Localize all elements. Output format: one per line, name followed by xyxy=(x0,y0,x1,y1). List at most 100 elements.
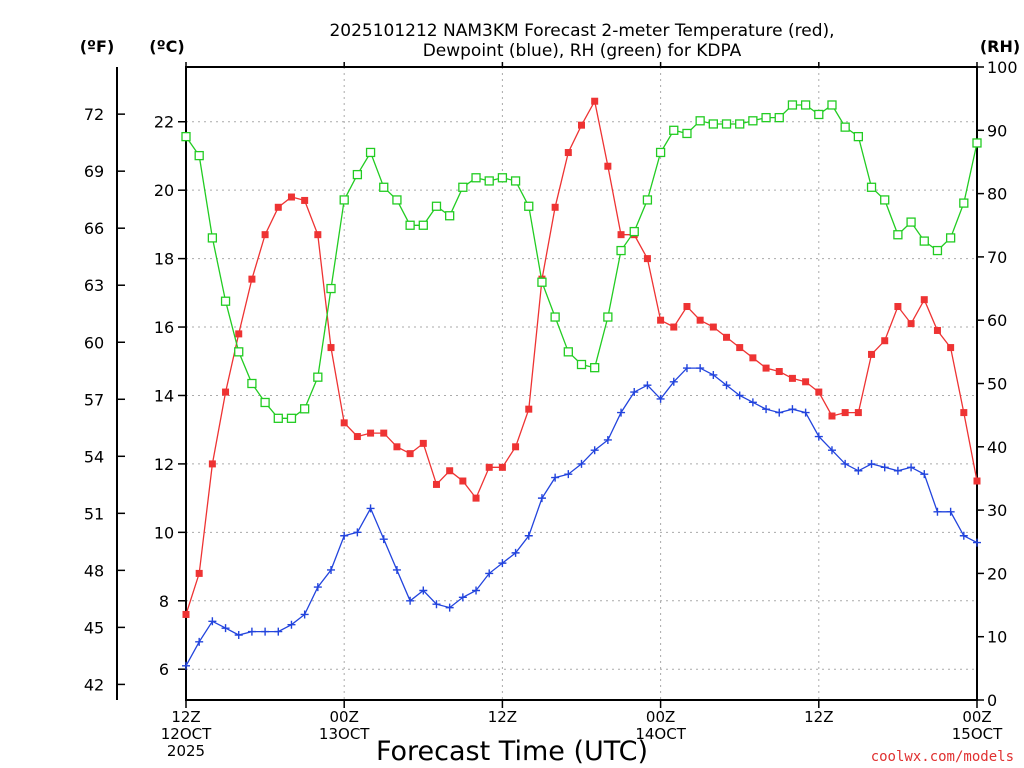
dewpoint-point xyxy=(524,531,533,540)
rh-point xyxy=(787,100,798,110)
dewpoint-point xyxy=(801,408,810,417)
2-meter-temperature-point xyxy=(248,275,256,283)
2-meter-temperature-point xyxy=(723,333,731,341)
2-meter-temperature-point xyxy=(894,303,902,311)
2-meter-temperature-point xyxy=(261,231,269,239)
dewpoint-point xyxy=(814,432,823,441)
dewpoint-point xyxy=(959,531,968,540)
rh-tick-label: 20 xyxy=(987,564,1007,583)
series-layer xyxy=(181,97,982,670)
dewpoint-point xyxy=(247,627,256,636)
rh-point xyxy=(682,128,692,139)
rh-tick-label: 50 xyxy=(987,375,1007,394)
rh-point xyxy=(352,169,363,180)
2-meter-temperature-point xyxy=(235,330,243,338)
dewpoint-point xyxy=(735,391,744,400)
2-meter-temperature-point xyxy=(380,429,388,437)
celsius-unit-label: (ºC) xyxy=(149,37,184,56)
rh-point xyxy=(181,131,191,142)
fahrenheit-tick-label: 63 xyxy=(84,276,104,295)
rh-point xyxy=(748,116,758,126)
chart-title-line-1: 2025101212 NAM3KM Forecast 2-meter Tempe… xyxy=(329,21,834,41)
dewpoint-point xyxy=(392,565,401,574)
dewpoint-point xyxy=(920,470,929,479)
2-meter-temperature-point xyxy=(907,320,915,328)
2-meter-temperature-point xyxy=(815,388,823,396)
rh-tick-label: 30 xyxy=(987,501,1007,520)
2-meter-temperature-point xyxy=(314,231,322,239)
rh-point xyxy=(642,195,653,205)
dewpoint-point xyxy=(748,398,757,407)
fahrenheit-tick-label: 69 xyxy=(84,162,104,181)
x-tick-label: 12OCT xyxy=(161,725,212,743)
rh-tick-label: 0 xyxy=(987,691,997,710)
dewpoint-point xyxy=(287,620,296,629)
dewpoint-point xyxy=(353,528,362,537)
rh-tick-label: 80 xyxy=(987,185,1007,204)
celsius-tick-label: 6 xyxy=(159,660,169,679)
fahrenheit-tick-label: 42 xyxy=(84,675,104,694)
fahrenheit-tick-label: 48 xyxy=(84,561,104,580)
rh-point xyxy=(497,173,508,183)
rh-point xyxy=(827,100,837,110)
dewpoint-point xyxy=(564,470,573,479)
rh-point xyxy=(721,119,732,129)
dewpoint-point xyxy=(379,535,388,544)
dewpoint-point xyxy=(775,408,784,417)
rh-point xyxy=(299,404,310,414)
2-meter-temperature-point xyxy=(828,412,836,420)
credit-label: coolwx.com/models xyxy=(871,749,1014,765)
dewpoint-point xyxy=(445,603,454,612)
rh-tick-label: 40 xyxy=(987,438,1007,457)
dewpoint-point xyxy=(419,586,428,595)
rh-point xyxy=(945,233,956,243)
dewpoint-point xyxy=(841,459,850,468)
2-meter-temperature-point xyxy=(419,439,427,447)
rh-point xyxy=(866,182,877,192)
2-meter-temperature-point xyxy=(802,378,810,386)
2-meter-temperature-point xyxy=(696,316,704,324)
x-axis-label: Forecast Time (UTC) xyxy=(376,736,648,767)
dewpoint-point xyxy=(880,463,889,472)
2-meter-temperature-point xyxy=(301,196,309,204)
rh-point xyxy=(576,359,587,370)
2-meter-temperature-point xyxy=(973,477,981,485)
celsius-tick-label: 18 xyxy=(154,250,174,269)
x-tick-label: 13OCT xyxy=(319,725,370,743)
dewpoint-point xyxy=(485,569,494,578)
rh-point xyxy=(326,283,336,294)
x-tick-label: 12Z xyxy=(488,708,517,726)
fahrenheit-tick-label: 57 xyxy=(84,390,104,409)
fahrenheit-tick-label: 66 xyxy=(84,219,104,238)
rh-tick-label: 100 xyxy=(987,58,1018,77)
x-tick-label: 2025 xyxy=(167,742,205,760)
dewpoint-point xyxy=(432,600,441,609)
dewpoint-point xyxy=(274,627,283,636)
2-meter-temperature-point xyxy=(195,569,203,577)
2-meter-temperature-point xyxy=(459,477,467,485)
dewpoint-point xyxy=(340,531,349,540)
dewpoint-point xyxy=(261,627,270,636)
dewpoint-point xyxy=(221,624,230,633)
rh-point xyxy=(550,312,560,322)
rh-point xyxy=(629,226,639,237)
rh-point xyxy=(524,201,534,211)
dewpoint-point xyxy=(537,494,546,503)
dewpoint-point xyxy=(195,637,204,646)
2-meter-temperature-point xyxy=(182,610,190,618)
2-meter-temperature-point xyxy=(578,121,585,129)
celsius-tick-label: 8 xyxy=(159,592,169,611)
2-meter-temperature-point xyxy=(551,203,559,211)
rh-tick-label: 70 xyxy=(987,248,1007,267)
dewpoint-point xyxy=(854,466,863,475)
2-meter-temperature-point xyxy=(393,443,401,451)
dewpoint-point xyxy=(498,559,507,568)
2-meter-temperature-point xyxy=(868,350,876,358)
dewpoint-point xyxy=(551,473,560,482)
rh-unit-label: (RH) xyxy=(980,37,1020,56)
2-meter-temperature-point xyxy=(643,255,651,263)
2-meter-temperature-point xyxy=(472,494,480,502)
dewpoint-point xyxy=(406,596,415,605)
